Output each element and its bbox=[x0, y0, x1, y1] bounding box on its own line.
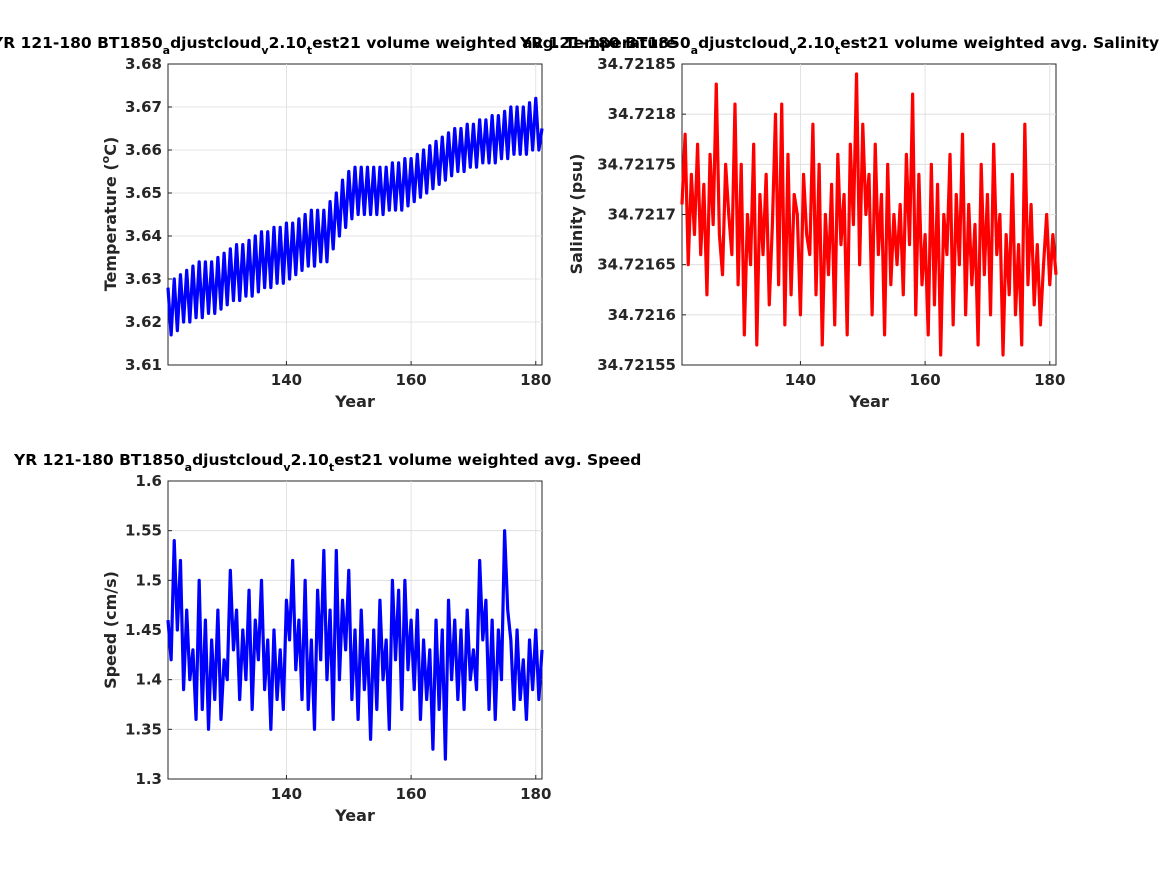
salinity-chart-title: YR 121-180 BT1850adjustcloudv2.10test21 … bbox=[519, 34, 1159, 57]
y-tick-label: 3.68 bbox=[125, 55, 162, 73]
y-tick-label: 3.63 bbox=[125, 270, 162, 288]
speed-x-ticks: 140 160 180 bbox=[271, 785, 552, 803]
y-tick-label: 34.72155 bbox=[597, 356, 676, 374]
y-tick-label: 3.65 bbox=[125, 184, 162, 202]
y-tick-label: 3.67 bbox=[125, 98, 162, 116]
y-tick-label: 1.35 bbox=[125, 720, 162, 738]
salinity-x-axis-label: Year bbox=[848, 392, 889, 411]
temperature-y-ticks: 3.61 3.62 3.63 3.64 3.65 3.66 3.67 3.68 bbox=[125, 55, 162, 374]
speed-chart-title: YR 121-180 BT1850adjustcloudv2.10test21 … bbox=[13, 451, 641, 474]
speed-y-ticks: 1.3 1.35 1.4 1.45 1.5 1.55 1.6 bbox=[125, 472, 162, 788]
temperature-grid bbox=[168, 63, 542, 366]
temperature-x-axis-label: Year bbox=[334, 392, 375, 411]
temperature-axes-frame bbox=[167, 63, 543, 366]
y-tick-label: 34.7216 bbox=[608, 306, 676, 324]
y-tick-label: 34.72185 bbox=[597, 55, 676, 73]
y-tick-label: 3.64 bbox=[125, 227, 162, 245]
salinity-y-ticks: 34.72155 34.7216 34.72165 34.7217 34.721… bbox=[597, 55, 676, 374]
salinity-series-line bbox=[680, 72, 1058, 357]
x-tick-label: 180 bbox=[520, 785, 551, 803]
y-tick-label: 3.66 bbox=[125, 141, 162, 159]
y-tick-label: 1.45 bbox=[125, 621, 162, 639]
speed-panel: 1.3 1.35 1.4 1.45 1.5 1.55 1.6 140 160 1… bbox=[13, 451, 641, 825]
temperature-y-axis-label: Temperature (oC) bbox=[99, 137, 120, 292]
speed-x-axis-label: Year bbox=[334, 806, 375, 825]
x-tick-label: 180 bbox=[520, 371, 551, 389]
temperature-chart-title: YR 121-180 BT1850adjustcloudv2.10test21 … bbox=[0, 34, 677, 57]
y-tick-label: 1.3 bbox=[135, 770, 162, 788]
y-tick-label: 1.5 bbox=[135, 571, 162, 589]
salinity-panel: 34.72155 34.7216 34.72165 34.7217 34.721… bbox=[519, 34, 1159, 411]
y-tick-label: 34.7218 bbox=[608, 105, 676, 123]
y-tick-label: 1.55 bbox=[125, 522, 162, 540]
y-tick-label: 34.72175 bbox=[597, 155, 676, 173]
temperature-series-line bbox=[166, 96, 544, 337]
x-tick-label: 140 bbox=[271, 785, 302, 803]
x-tick-label: 160 bbox=[395, 371, 426, 389]
temperature-x-ticks: 140 160 180 bbox=[271, 371, 552, 389]
y-tick-label: 34.72165 bbox=[597, 256, 676, 274]
temperature-panel: 3.61 3.62 3.63 3.64 3.65 3.66 3.67 3.68 … bbox=[0, 34, 677, 411]
x-tick-label: 160 bbox=[909, 371, 940, 389]
y-tick-label: 1.6 bbox=[135, 472, 162, 490]
speed-y-axis-label: Speed (cm/s) bbox=[101, 571, 120, 689]
y-tick-label: 3.61 bbox=[125, 356, 162, 374]
salinity-y-axis-label: Salinity (psu) bbox=[567, 154, 586, 275]
y-tick-label: 34.7217 bbox=[608, 206, 676, 224]
speed-series-line bbox=[166, 529, 544, 761]
y-tick-label: 3.62 bbox=[125, 313, 162, 331]
x-tick-label: 140 bbox=[271, 371, 302, 389]
x-tick-label: 160 bbox=[395, 785, 426, 803]
x-tick-label: 140 bbox=[785, 371, 816, 389]
x-tick-label: 180 bbox=[1034, 371, 1065, 389]
y-tick-label: 1.4 bbox=[135, 671, 162, 689]
salinity-x-ticks: 140 160 180 bbox=[785, 371, 1066, 389]
